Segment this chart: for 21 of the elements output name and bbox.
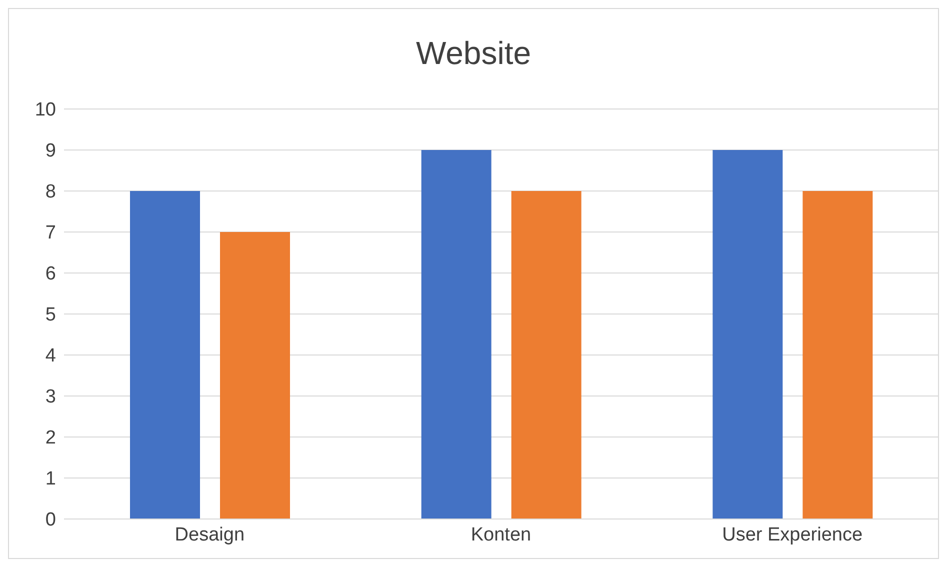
y-tick-label: 6 [45,264,56,285]
bar [712,150,783,519]
x-tick-label: User Experience [722,524,863,546]
bar [220,232,290,519]
y-tick-label: 8 [45,182,56,203]
y-tick-label: 10 [34,100,56,121]
bar [511,191,582,519]
bar [802,191,873,519]
y-tick-label: 4 [45,346,56,367]
y-tick-label: 7 [45,222,56,244]
y-tick-label: 1 [45,468,56,490]
y-tick-label: 0 [45,510,56,531]
y-tick-label: 2 [45,428,56,449]
y-tick-label: 3 [45,386,56,408]
bar [421,150,492,519]
x-tick-label: Desaign [174,524,245,546]
x-tick-label: Konten [470,524,532,546]
y-tick-label: 9 [45,140,56,162]
y-tick-label: 5 [45,304,56,326]
bar [130,191,200,519]
chart-title: Website [414,35,532,72]
